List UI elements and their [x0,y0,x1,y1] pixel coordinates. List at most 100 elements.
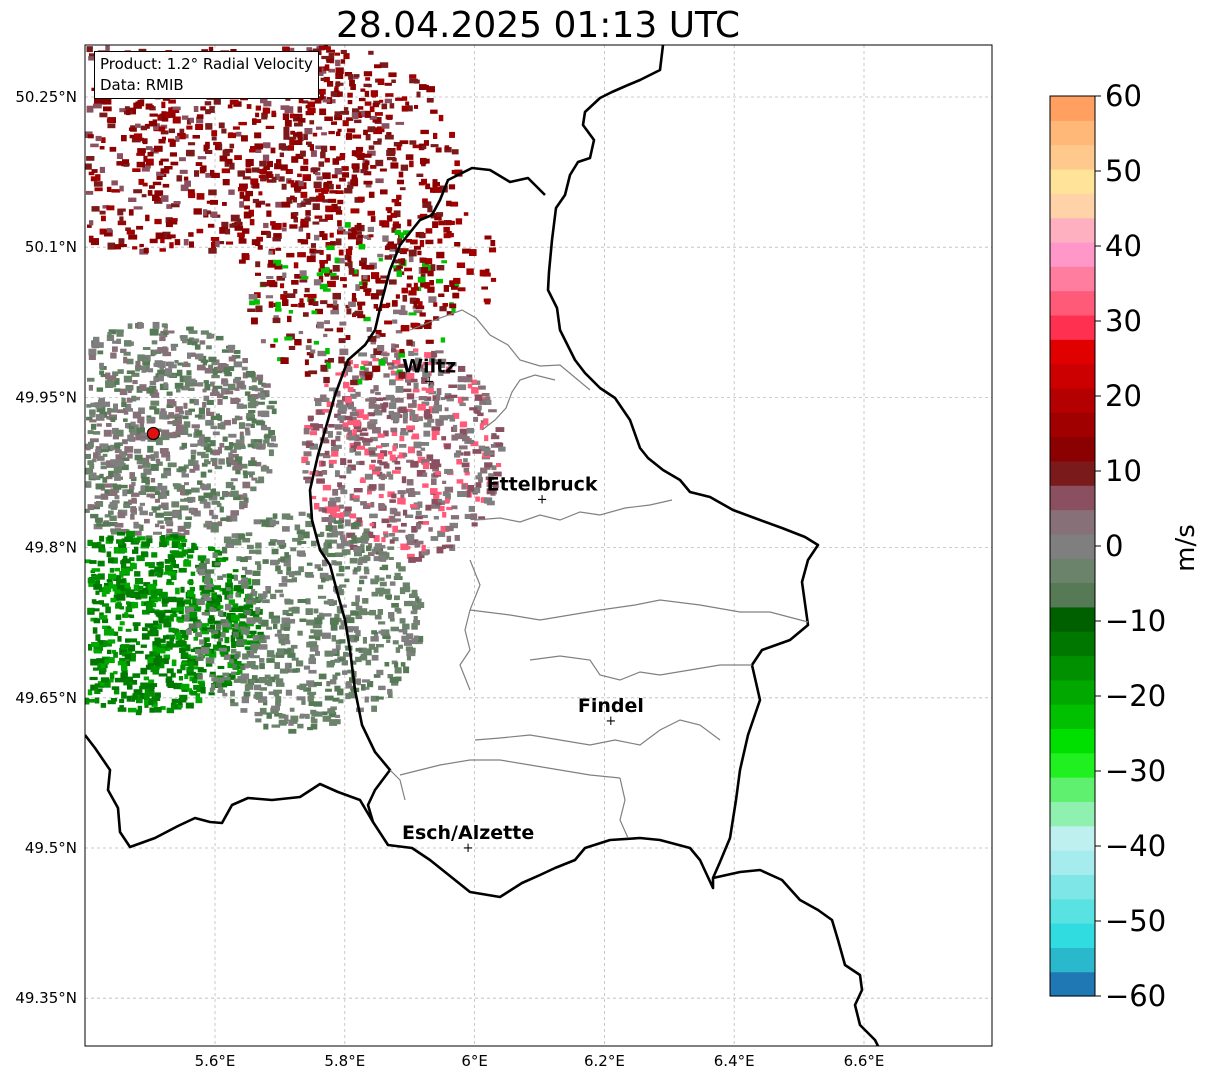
echo-pixel [221,378,228,383]
echo-pixel [107,557,114,564]
echo-pixel [140,485,145,493]
echo-pixel [180,642,186,647]
echo-pixel [94,98,100,105]
echo-pixel [187,433,193,437]
echo-pixel [180,683,190,690]
echo-pixel [416,91,421,98]
echo-pixel [256,443,262,450]
echo-pixel [293,720,298,724]
echo-pixel [133,521,139,529]
echo-pixel [113,466,122,474]
echo-pixel [332,674,338,680]
echo-pixel [340,49,347,54]
echo-pixel [443,226,450,233]
echo-pixel [258,175,265,179]
echo-pixel [128,484,135,490]
echo-pixel [461,396,469,401]
echo-pixel [387,688,393,695]
echo-pixel [239,435,245,440]
echo-pixel [165,454,171,462]
echo-pixel [183,560,192,567]
echo-pixel [95,590,100,595]
colorbar-segment [1050,898,1095,924]
echo-pixel [99,666,107,673]
echo-pixel [362,282,368,289]
echo-pixel [316,478,325,484]
echo-pixel [100,493,109,500]
echo-pixel [233,678,242,683]
echo-pixel [400,428,407,432]
echo-pixel [128,638,138,643]
echo-pixel [215,144,220,150]
echo-pixel [394,352,399,358]
echo-pixel [253,444,259,449]
echo-pixel [133,189,143,194]
echo-pixel [456,459,462,465]
echo-pixel [225,390,234,395]
echo-pixel [248,460,257,467]
echo-pixel [416,173,424,177]
echo-pixel [202,639,207,645]
echo-pixel [292,537,298,542]
echo-pixel [349,513,357,519]
echo-pixel [117,369,124,374]
echo-pixel [391,678,398,683]
echo-pixel [365,183,372,188]
echo-pixel [300,150,306,157]
echo-pixel [225,481,234,489]
echo-pixel [317,567,323,571]
echo-pixel [353,74,360,78]
echo-pixel [119,108,127,113]
echo-pixel [395,97,403,101]
echo-pixel [308,370,318,375]
echo-pixel [209,674,215,678]
echo-pixel [122,457,130,461]
product-label: Product: 1.2° Radial Velocity [100,55,313,73]
echo-pixel [426,86,435,93]
echo-pixel [334,111,341,117]
echo-pixel [113,547,119,554]
echo-pixel [339,177,346,182]
echo-pixel [179,157,186,162]
echo-pixel [427,418,435,423]
echo-pixel [302,100,309,104]
echo-pixel [323,183,330,190]
echo-pixel [95,475,101,481]
echo-pixel [413,245,421,250]
echo-pixel [126,695,132,702]
map-title: 28.04.2025 01:13 UTC [335,5,741,46]
echo-pixel [95,483,105,490]
echo-pixel [234,456,243,461]
echo-pixel [222,517,230,521]
echo-pixel [340,59,346,64]
echo-pixel [116,161,125,166]
echo-pixel [111,557,118,564]
echo-pixel [271,435,276,442]
echo-pixel [271,110,276,116]
echo-pixel [87,377,95,382]
echo-pixel [310,709,317,715]
echo-pixel [155,572,161,577]
echo-pixel [206,411,215,416]
echo-pixel [329,719,338,726]
echo-pixel [484,298,491,305]
echo-pixel [400,325,410,332]
echo-pixel [311,540,317,547]
echo-pixel [90,176,97,182]
echo-pixel [144,688,150,694]
echo-pixel [211,488,216,496]
echo-pixel [154,566,163,573]
echo-pixel [303,687,312,692]
echo-pixel [117,459,125,467]
echo-pixel [142,609,150,615]
echo-pixel [248,294,258,300]
echo-pixel [401,635,410,642]
echo-pixel [307,726,313,731]
echo-pixel [306,562,313,566]
echo-pixel [168,364,177,369]
echo-pixel [345,683,352,689]
echo-pixel [293,212,299,216]
echo-pixel [348,74,354,80]
echo-pixel [340,458,347,465]
echo-pixel [347,464,356,471]
